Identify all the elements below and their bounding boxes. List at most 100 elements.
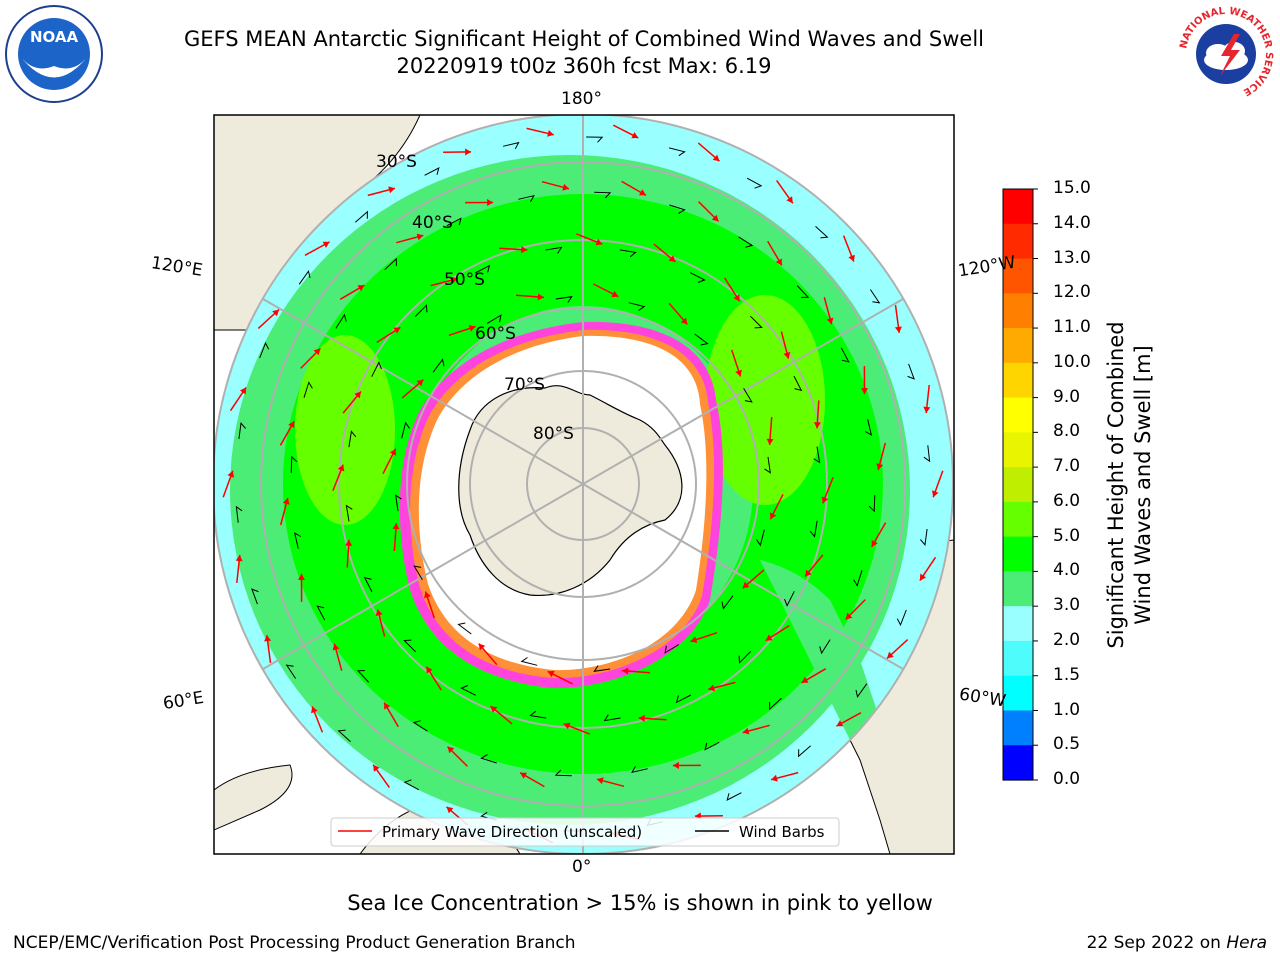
lat-label-40s: 40°S [412, 213, 453, 233]
lat-label-30s: 30°S [376, 152, 417, 172]
colorbar-tick-label: 0.0 [1053, 769, 1081, 789]
chart-subtitle: 20220919 t00z 360h fcst Max: 6.19 [396, 54, 772, 78]
colorbar-bin [1003, 328, 1033, 364]
wind-barb [669, 204, 686, 214]
wave-arrow-head [733, 294, 740, 302]
wind-barb [690, 272, 706, 283]
wind-barb [868, 495, 876, 513]
wave-arrow-head [520, 772, 527, 779]
wind-barb [520, 657, 538, 666]
wave-arrow-head [932, 490, 939, 498]
wind-barb [356, 670, 370, 683]
wind-barb [554, 769, 572, 777]
wave-arrow-head [887, 651, 894, 659]
wind-barb [853, 570, 863, 587]
wind-barb [738, 236, 754, 248]
wave-arrow-head [631, 132, 639, 139]
wave-arrow-head [388, 186, 395, 194]
wind-barb [864, 419, 873, 436]
wave-arrow-head [801, 676, 809, 683]
wind-barb [764, 456, 771, 474]
wave-arrow-head [769, 512, 777, 520]
wave-arrow-head [611, 290, 619, 298]
colorbar-tick-label: 12.0 [1053, 282, 1091, 303]
wave-arrow-head [690, 636, 698, 643]
wind-barb [721, 595, 734, 610]
wave-arrow-head [894, 326, 902, 333]
wind-barb [631, 765, 648, 774]
colorbar-tick-label: 3.0 [1053, 595, 1081, 616]
wind-barb [238, 422, 246, 440]
wave-arrow-head [416, 233, 424, 241]
wave-arrow-head [563, 722, 571, 730]
colorbar-bin [1003, 745, 1033, 781]
wind-barb [896, 609, 907, 627]
footer-host: Hera [1226, 933, 1267, 953]
wave-arrow-head [392, 523, 400, 530]
wave-arrow-head [354, 391, 361, 399]
wave-arrow-head [521, 246, 528, 254]
lat-label-80s: 80°S [533, 424, 574, 444]
wind-barb [907, 363, 915, 380]
wave-arrow-head [384, 702, 391, 710]
wind-barb [813, 446, 821, 464]
wave-arrow-head [861, 388, 868, 395]
wind-barb [371, 361, 382, 377]
wave-arrow-head [345, 539, 353, 546]
wind-barb [603, 714, 621, 722]
wave-arrow-head [639, 189, 646, 196]
wind-barb [675, 694, 692, 704]
wind-barb [401, 421, 410, 439]
wave-arrow-head [742, 581, 750, 589]
wave-arrow-head [826, 317, 834, 325]
wave-arrow-head [487, 199, 494, 206]
colorbar-bin [1003, 640, 1033, 677]
wave-arrow-head [775, 258, 782, 266]
wind-barb [316, 605, 326, 621]
colorbar-tick-label: 10.0 [1053, 351, 1091, 372]
legend-wind-label: Wind Barbs [739, 823, 825, 841]
wind-barb [412, 720, 428, 732]
wind-barb [474, 264, 491, 274]
wave-arrow-head [468, 325, 476, 332]
wave-arrow-head [282, 498, 290, 505]
wind-barb [259, 341, 270, 359]
colorbar-tick-label: 14.0 [1053, 212, 1091, 233]
wave-arrow-head [845, 612, 853, 620]
wave-arrow-head [424, 591, 431, 599]
wave-arrow-head [766, 438, 774, 445]
wave-arrow-head [357, 285, 365, 292]
wave-arrow-head [264, 635, 272, 642]
colorbar-tick-label: 11.0 [1053, 317, 1091, 338]
wind-barb [486, 314, 502, 324]
wind-barb [403, 639, 416, 653]
colorbar-bin [1003, 223, 1033, 260]
wave-arrow-head [272, 309, 279, 317]
wind-barb [784, 591, 795, 607]
wind-barb [251, 588, 259, 605]
wave-arrow-head [622, 667, 629, 675]
wind-barb [798, 745, 812, 758]
wave-arrow-head [337, 464, 345, 472]
wind-barb [446, 217, 462, 227]
colorbar-label-line2: Wind Waves and Swell [m] [1131, 345, 1155, 625]
wind-barb [694, 333, 709, 346]
wave-arrow-head [876, 463, 884, 470]
noaa-logo: NOAA [5, 5, 103, 103]
wind-barb [529, 710, 547, 719]
wave-arrow-head [373, 764, 380, 772]
wave-arrow-head [672, 762, 679, 769]
wave-arrow-head [298, 573, 305, 580]
wave-arrow-head [447, 746, 455, 754]
chart-title: GEFS MEAN Antarctic Significant Height o… [183, 27, 985, 51]
wave-arrow-head [836, 720, 844, 727]
wind-barb [664, 644, 680, 654]
wind-barb [354, 210, 368, 223]
wind-barb [460, 685, 476, 696]
colorbar-bin [1003, 362, 1033, 399]
lon-label-180: 180° [561, 89, 602, 109]
colorbar-bin [1003, 432, 1033, 468]
lat-label-70s: 70°S [504, 375, 545, 395]
wind-barb [457, 622, 472, 635]
